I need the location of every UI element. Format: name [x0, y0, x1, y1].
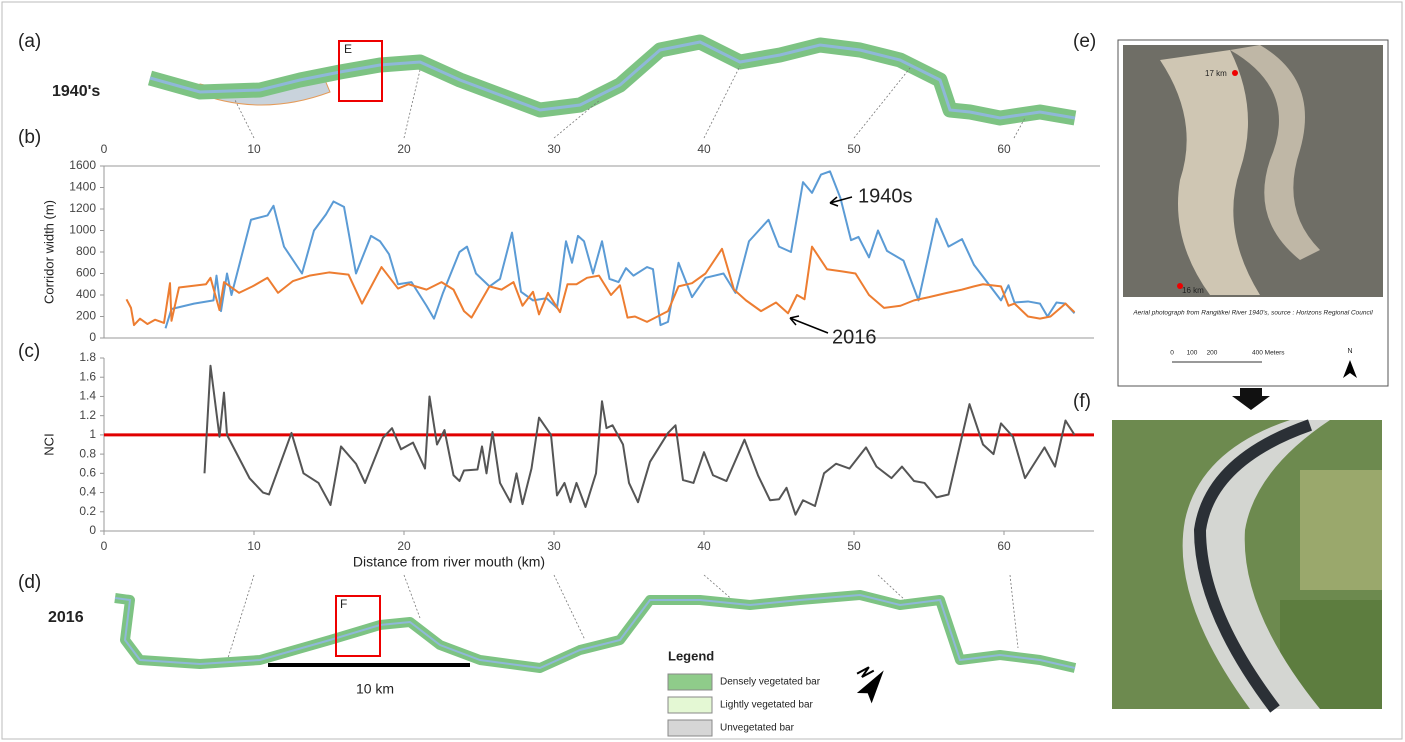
map-tick-label: 60 — [997, 142, 1011, 156]
map-tick-label: 20 — [397, 142, 411, 156]
legend-label: Densely vegetated bar — [720, 677, 821, 688]
legend-swatch — [668, 674, 712, 690]
x-tick-label: 40 — [697, 539, 711, 553]
scale-label: 100 — [1187, 350, 1198, 357]
x-tick-label: 20 — [397, 539, 411, 553]
y-tick-label: 1200 — [69, 201, 96, 215]
panel-label: (a) — [18, 31, 41, 52]
y-tick-label: 800 — [76, 244, 96, 258]
river-vegetation — [115, 595, 1075, 668]
y-tick-label: 1.4 — [79, 389, 96, 403]
legend-swatch — [668, 720, 712, 736]
legend-title: Legend — [668, 648, 714, 663]
x-tick-label: 10 — [247, 539, 261, 553]
x-tick-label: 50 — [847, 539, 861, 553]
map-tick-label: 0 — [101, 142, 108, 156]
inset-label: E — [344, 42, 352, 56]
y-tick-label: 1 — [89, 427, 96, 441]
map-tick-label: 10 — [247, 142, 261, 156]
scale-label: 10 km — [356, 681, 394, 697]
y-tick-label: 0.4 — [79, 485, 96, 499]
scale-label: 200 — [1207, 350, 1218, 357]
panel-label: (c) — [18, 341, 40, 362]
y-tick-label: 1.6 — [79, 369, 96, 383]
arrow — [1232, 388, 1270, 410]
series-line — [127, 247, 1075, 325]
panel-label: (b) — [18, 127, 41, 148]
scale-label: 0 — [1170, 350, 1174, 357]
map-tick-label: 30 — [547, 142, 561, 156]
series-line — [205, 366, 1075, 515]
location-label: 17 km — [1205, 69, 1227, 78]
period-label: 1940's — [52, 83, 100, 100]
y-tick-label: 0.2 — [79, 504, 96, 518]
panel-label: (f) — [1073, 391, 1091, 412]
leader-lines — [228, 575, 1018, 658]
location-dot — [1232, 70, 1238, 76]
map-tick-label: 40 — [697, 142, 711, 156]
period-label: 2016 — [48, 609, 84, 626]
panel-label: (d) — [18, 572, 41, 593]
y-tick-label: 0.8 — [79, 446, 96, 460]
y-tick-label: 1600 — [69, 158, 96, 172]
y-tick-label: 0 — [89, 523, 96, 537]
legend-swatch — [668, 697, 712, 713]
caption: Aerial photograph from Rangitikei River … — [1132, 310, 1373, 317]
inset-label: F — [340, 597, 347, 611]
y-tick-label: 1000 — [69, 223, 96, 237]
scale-label: 400 Meters — [1252, 350, 1285, 357]
location-label: 16 km — [1182, 286, 1204, 295]
y-tick-label: 0 — [89, 330, 96, 344]
annotation-arrow — [790, 316, 828, 333]
north-arrow — [848, 659, 891, 703]
aerial-photo — [1123, 45, 1383, 297]
y-tick-label: 600 — [76, 266, 96, 280]
y-tick-label: 200 — [76, 309, 96, 323]
x-tick-label: 30 — [547, 539, 561, 553]
x-tick-label: 60 — [997, 539, 1011, 553]
river-vegetation — [150, 42, 1075, 118]
y-axis-title: NCI — [41, 433, 56, 455]
series-line — [166, 171, 1075, 328]
map-tick-label: 50 — [847, 142, 861, 156]
series-annotation: 1940s — [858, 185, 913, 207]
legend-label: Lightly vegetated bar — [720, 700, 814, 711]
legend-label: Unvegetated bar — [720, 723, 795, 734]
x-axis-title: Distance from river mouth (km) — [353, 554, 545, 570]
north-label: N — [1347, 348, 1352, 355]
panel-label: (e) — [1073, 31, 1096, 52]
y-tick-label: 1400 — [69, 180, 96, 194]
y-tick-label: 400 — [76, 287, 96, 301]
y-tick-label: 0.6 — [79, 466, 96, 480]
map-axis: 0 10 20 30 40 50 60 — [101, 142, 1011, 156]
x-tick-label: 0 — [101, 539, 108, 553]
y-axis-title: Corridor width (m) — [41, 200, 56, 304]
figure: (a) (b) (c) (d) (e) (f) 1940's E 0102030… — [0, 0, 1405, 742]
y-tick-label: 1.2 — [79, 408, 96, 422]
field — [1300, 470, 1382, 590]
y-tick-label: 1.8 — [79, 350, 96, 364]
series-annotation: 2016 — [832, 326, 877, 348]
